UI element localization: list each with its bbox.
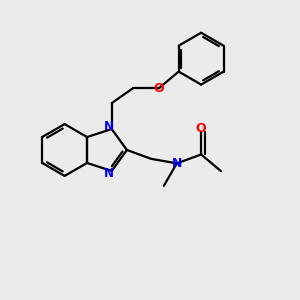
Text: N: N <box>172 157 182 170</box>
Text: N: N <box>104 167 114 180</box>
Text: O: O <box>154 82 164 95</box>
Text: O: O <box>196 122 206 135</box>
Text: N: N <box>104 120 114 133</box>
